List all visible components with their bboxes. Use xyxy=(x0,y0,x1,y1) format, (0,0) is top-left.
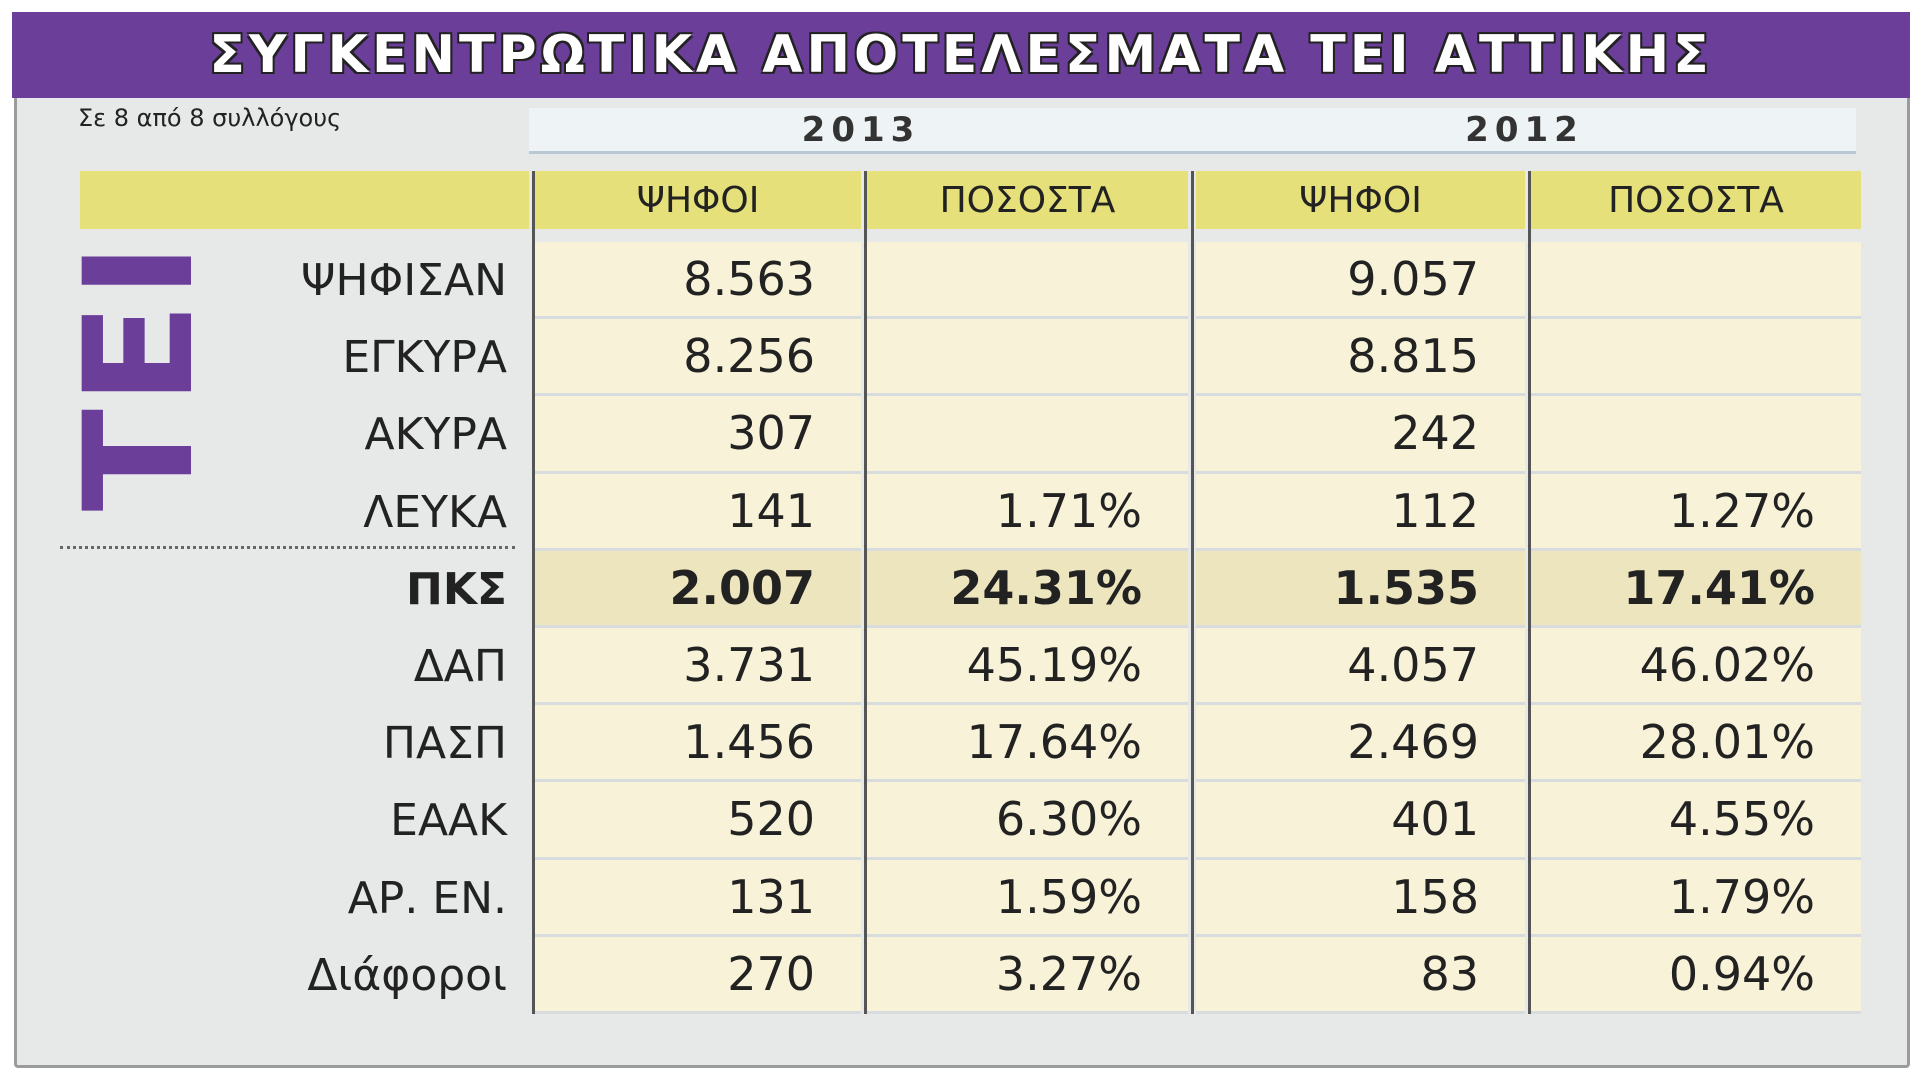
cell: 4.057 xyxy=(1196,628,1525,706)
row-label: ΕΓΚΥΡΑ xyxy=(342,332,507,384)
cell: 1.79% xyxy=(1531,859,1861,937)
cell: 45.19% xyxy=(867,628,1188,706)
column-header: ΨΗΦΟΙ xyxy=(535,171,861,229)
row-label: ΑΚΥΡΑ xyxy=(364,409,507,461)
cell: 0.94% xyxy=(1531,936,1861,1014)
cell: 8.256 xyxy=(535,319,861,397)
cell: 2.007 xyxy=(535,550,861,628)
column-separator xyxy=(532,171,535,1014)
cell: 17.41% xyxy=(1531,550,1861,628)
year-header: 2012 xyxy=(1193,108,1856,154)
cell: 131 xyxy=(535,859,861,937)
cell: 1.27% xyxy=(1531,473,1861,551)
row-label: ΠΚΣ xyxy=(406,563,507,615)
cell xyxy=(1531,242,1861,320)
cell: 46.02% xyxy=(1531,628,1861,706)
subtitle: Σε 8 από 8 συλλόγους xyxy=(78,104,342,132)
cell: 401 xyxy=(1196,782,1525,860)
cell: 28.01% xyxy=(1531,705,1861,783)
cell: 1.71% xyxy=(867,473,1188,551)
row-label: ΕΑΑΚ xyxy=(390,795,507,847)
cell: 141 xyxy=(535,473,861,551)
cell: 3.27% xyxy=(867,936,1188,1014)
cell: 17.64% xyxy=(867,705,1188,783)
cell xyxy=(867,396,1188,474)
cell: 4.55% xyxy=(1531,782,1861,860)
header-blank xyxy=(80,171,529,229)
row-label: ΑΡ. ΕΝ. xyxy=(347,872,507,924)
row-label: ΠΑΣΠ xyxy=(382,718,507,770)
column-separator xyxy=(1528,171,1531,1014)
row-label: ΨΗΦΙΣΑΝ xyxy=(300,255,507,307)
cell: 307 xyxy=(535,396,861,474)
row-label: Διάφοροι xyxy=(307,949,507,1001)
cell: 6.30% xyxy=(867,782,1188,860)
cell: 270 xyxy=(535,936,861,1014)
cell xyxy=(867,319,1188,397)
column-header: ΠΟΣΟΣΤΑ xyxy=(867,171,1188,229)
cell xyxy=(1531,319,1861,397)
column-separator xyxy=(1191,171,1194,1014)
cell: 3.731 xyxy=(535,628,861,706)
row-label: ΛΕΥΚΑ xyxy=(363,486,507,538)
row-label: ΔΑΠ xyxy=(413,641,507,693)
cell: 1.59% xyxy=(867,859,1188,937)
cell: 9.057 xyxy=(1196,242,1525,320)
cell: 112 xyxy=(1196,473,1525,551)
cell xyxy=(867,242,1188,320)
cell: 1.535 xyxy=(1196,550,1525,628)
cell: 158 xyxy=(1196,859,1525,937)
year-header: 2013 xyxy=(529,108,1193,154)
cell: 8.815 xyxy=(1196,319,1525,397)
dotted-divider xyxy=(60,546,515,549)
cell: 8.563 xyxy=(535,242,861,320)
title: ΣΥΓΚΕΝΤΡΩΤΙΚΑ ΑΠΟΤΕΛΕΣΜΑΤΑ ΤΕΙ ΑΤΤΙΚΗΣ xyxy=(12,12,1910,98)
cell: 242 xyxy=(1196,396,1525,474)
cell: 520 xyxy=(535,782,861,860)
column-separator xyxy=(864,171,867,1014)
cell: 1.456 xyxy=(535,705,861,783)
cell: 24.31% xyxy=(867,550,1188,628)
cell: 83 xyxy=(1196,936,1525,1014)
column-header: ΨΗΦΟΙ xyxy=(1196,171,1525,229)
cell: 2.469 xyxy=(1196,705,1525,783)
column-header: ΠΟΣΟΣΤΑ xyxy=(1531,171,1861,229)
cell xyxy=(1531,396,1861,474)
